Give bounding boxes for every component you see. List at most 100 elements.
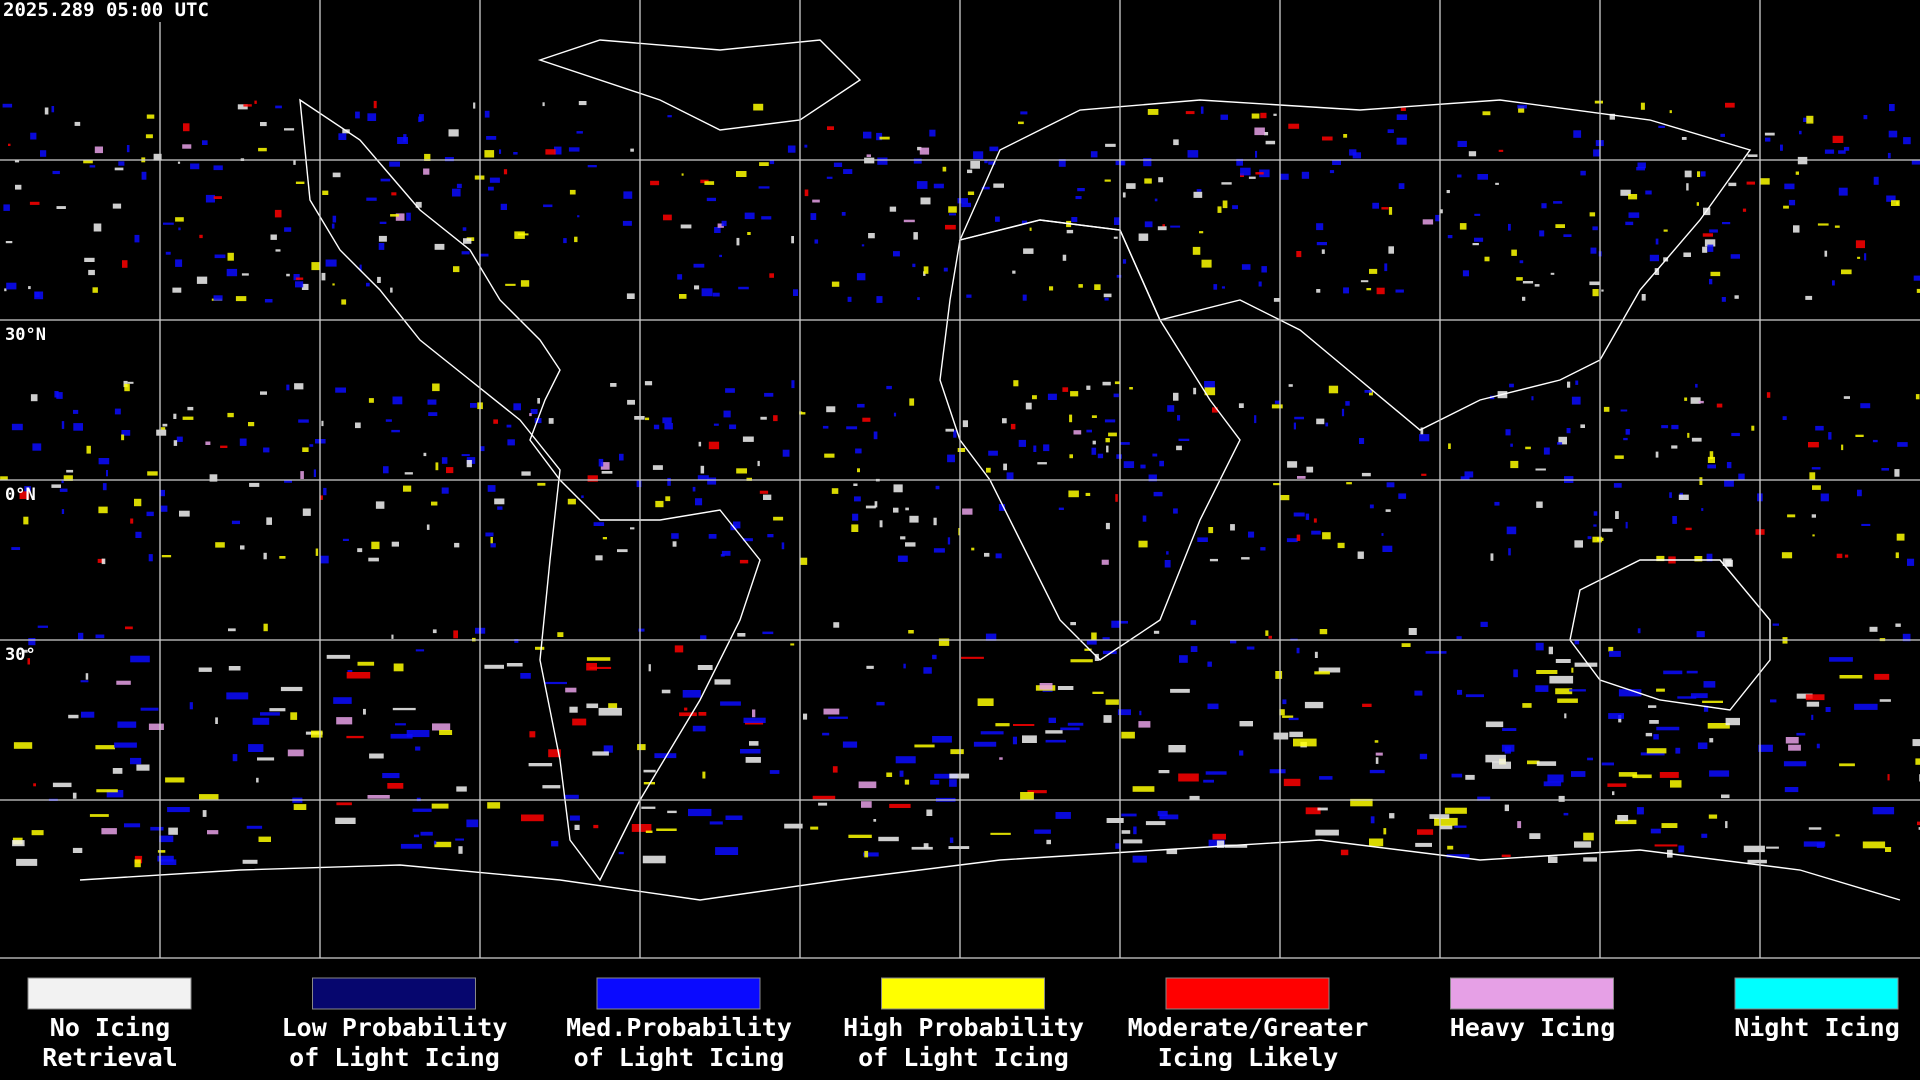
icing-speckle (1548, 856, 1558, 863)
icing-speckle (1695, 383, 1698, 388)
icing-speckle (275, 249, 281, 252)
icing-speckle (28, 638, 36, 646)
icing-speckle (879, 136, 890, 140)
icing-speckle (934, 773, 958, 779)
icing-speckle (1105, 522, 1110, 530)
icing-speckle (56, 206, 66, 209)
icing-speckle (1686, 183, 1689, 191)
icing-speckle (961, 202, 971, 208)
icing-speckle (175, 217, 184, 222)
icing-speckle (900, 536, 906, 540)
icing-speckle (1314, 671, 1330, 675)
icing-speckle (752, 709, 756, 718)
icing-speckle (1557, 442, 1563, 445)
icing-speckle (1315, 829, 1339, 836)
icing-speckle (698, 441, 702, 447)
icing-speckle (967, 169, 973, 174)
icing-speckle (1603, 406, 1610, 412)
icing-speckle (1484, 256, 1490, 262)
icing-speckle (369, 753, 384, 759)
icing-speckle (463, 238, 472, 244)
icing-speckle (953, 430, 957, 438)
icing-speckle (1105, 699, 1119, 705)
icing-speckle (1703, 681, 1716, 688)
icing-speckle (1844, 554, 1849, 558)
legend-swatch (1165, 977, 1330, 1010)
icing-speckle (1587, 757, 1593, 761)
icing-speckle (1766, 846, 1779, 849)
icing-speckle (889, 803, 911, 808)
icing-speckle (432, 723, 451, 731)
icing-speckle (530, 409, 538, 414)
icing-speckle-field (0, 100, 1920, 868)
icing-speckle (1232, 205, 1238, 210)
icing-speckle (1803, 841, 1826, 847)
icing-speckle (215, 717, 218, 724)
icing-speckle (389, 161, 400, 167)
icing-speckle (1273, 298, 1280, 302)
icing-speckle (1782, 416, 1787, 420)
icing-speckle (971, 547, 975, 551)
icing-speckle (682, 690, 701, 698)
icing-speckle (346, 735, 364, 739)
icing-speckle (521, 471, 531, 476)
icing-speckle (801, 412, 806, 415)
icing-speckle (1414, 690, 1423, 696)
icing-speckle (479, 253, 489, 257)
icing-speckle (1260, 112, 1267, 119)
icing-speckle (923, 667, 932, 674)
icing-speckle (1902, 633, 1911, 642)
icing-speckle (178, 227, 181, 231)
icing-speckle (1839, 763, 1855, 767)
icing-speckle (14, 160, 20, 163)
icing-speckle (631, 824, 652, 832)
icing-speckle (1707, 464, 1716, 469)
icing-speckle (1123, 461, 1135, 468)
icing-speckle (1246, 646, 1255, 650)
icing-speckle (985, 633, 997, 641)
icing-speckle (551, 840, 559, 847)
icing-speckle (1516, 277, 1523, 281)
icing-speckle (1841, 269, 1852, 275)
icing-speckle (720, 701, 741, 706)
icing-speckle (773, 415, 778, 422)
icing-speckle (1894, 469, 1900, 477)
icing-speckle (824, 453, 835, 458)
icing-speckle (363, 708, 366, 715)
icing-speckle (721, 550, 731, 556)
icing-speckle (769, 273, 774, 278)
icing-speckle (279, 556, 286, 559)
icing-speckle (1049, 286, 1054, 291)
icing-speckle (168, 827, 178, 835)
icing-speckle (1783, 205, 1789, 209)
icing-speckle (1536, 670, 1558, 674)
icing-speckle (156, 429, 167, 436)
icing-speckle (1104, 297, 1109, 301)
icing-speckle (1571, 396, 1581, 405)
icing-speckle (1117, 709, 1131, 716)
icing-speckle (1204, 387, 1216, 396)
icing-speckle (1550, 272, 1555, 275)
icing-speckle (1601, 528, 1613, 532)
icing-speckle (773, 516, 784, 521)
icing-speckle (862, 417, 871, 422)
icing-speckle (159, 835, 174, 843)
icing-speckle (34, 291, 44, 300)
icing-speckle (1248, 176, 1256, 179)
icing-speckle (263, 447, 270, 453)
icing-speckle (653, 424, 660, 430)
icing-speckle (636, 479, 642, 488)
icing-speckle (392, 396, 403, 405)
icing-speckle (433, 840, 437, 845)
icing-speckle (1628, 194, 1638, 200)
icing-speckle (854, 496, 861, 502)
icing-speckle (586, 663, 597, 671)
icing-speckle (198, 667, 212, 672)
icing-speckle (650, 180, 660, 186)
icing-speckle (876, 701, 885, 706)
icing-speckle (95, 634, 105, 639)
icing-speckle (1710, 271, 1721, 277)
icing-speckle (1070, 659, 1093, 663)
icing-speckle (1543, 447, 1550, 455)
icing-speckle (995, 553, 1002, 559)
